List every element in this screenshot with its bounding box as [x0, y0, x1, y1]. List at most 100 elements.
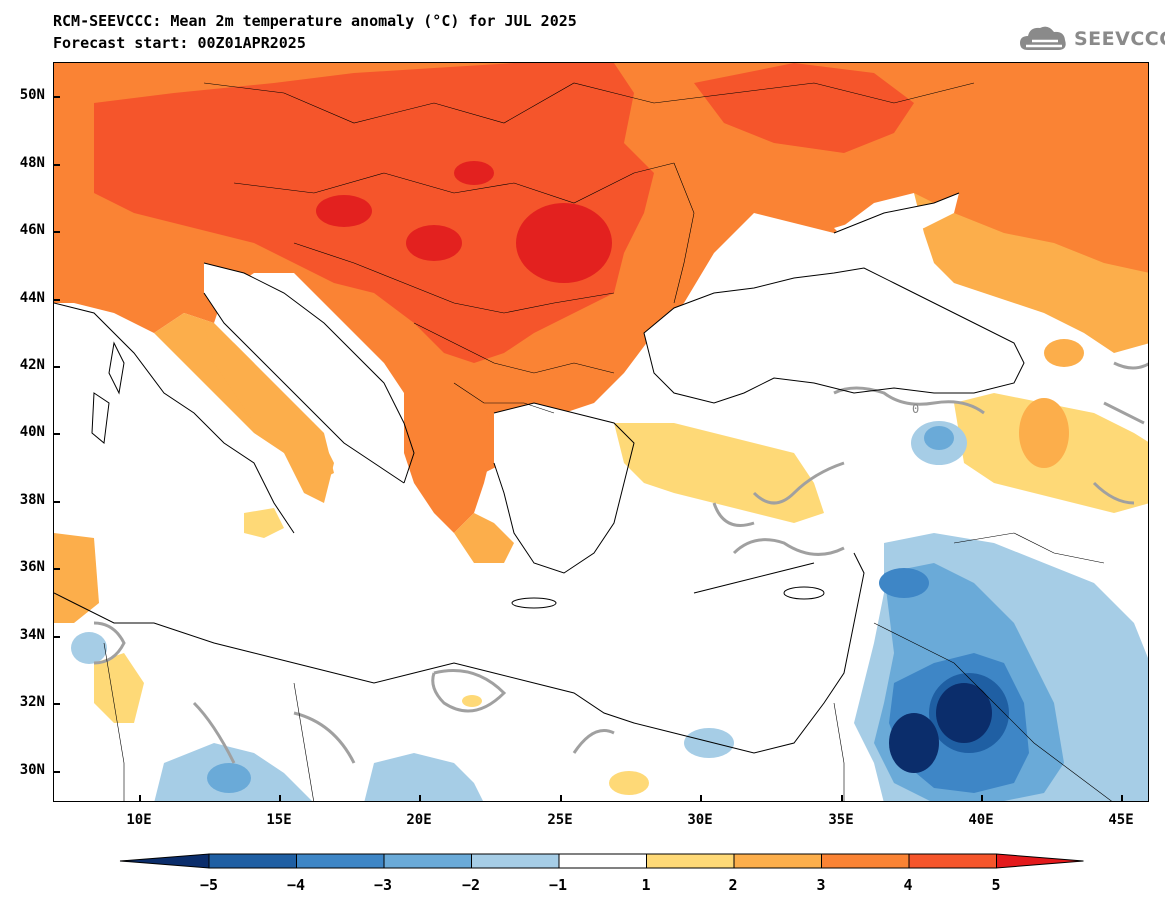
sea-of-azov: [834, 193, 959, 248]
lon-tick: [841, 795, 843, 802]
hotspot-serbia: [406, 225, 462, 261]
lat-label-34n: 34N: [19, 627, 45, 643]
adriatic-sea: [204, 263, 414, 483]
lat-tick: [53, 703, 60, 705]
colorbar-label-4: 4: [903, 876, 913, 894]
anomaly-map: 0: [53, 62, 1149, 802]
colorbar-label-minus3: −3: [373, 876, 393, 894]
hotspot-slovakia: [454, 161, 494, 185]
black-sea: [644, 268, 1024, 403]
lon-label-30e: 30E: [687, 812, 713, 828]
warm-area-level4: [94, 63, 654, 363]
lon-label-20e: 20E: [406, 812, 432, 828]
warm-greece-edge: [454, 513, 514, 563]
cool-libya-east: [364, 753, 483, 801]
borders: [103, 82, 1112, 801]
colorbar-arrow-low: [119, 853, 210, 869]
lat-label-42n: 42N: [19, 357, 45, 373]
colorbar-segment: [558, 853, 647, 869]
cool-turkey-center-core: [924, 426, 954, 450]
lat-label-36n: 36N: [19, 559, 45, 575]
colorbar-label-minus5: −5: [199, 876, 219, 894]
warm-sicily: [244, 508, 284, 538]
cool-egypt: [684, 728, 734, 758]
colorbar-segment: [908, 853, 997, 869]
zero-contours: [93, 361, 1148, 764]
lon-label-15e: 15E: [266, 812, 292, 828]
lat-label-32n: 32N: [19, 694, 45, 710]
colorbar-label-minus2: −2: [461, 876, 481, 894]
colorbar-label-5: 5: [991, 876, 1001, 894]
mediterranean-sea: [54, 493, 864, 753]
lat-tick: [53, 771, 60, 773]
contour-label-zero: 0: [912, 402, 919, 416]
lat-label-46n: 46N: [19, 222, 45, 238]
colorbar-label-minus4: −4: [286, 876, 306, 894]
lat-tick: [53, 636, 60, 638]
lon-tick: [279, 795, 281, 802]
lon-tick: [419, 795, 421, 802]
lat-label-40n: 40N: [19, 424, 45, 440]
colorbar-label-3: 3: [816, 876, 826, 894]
coastlines: [54, 192, 1025, 754]
warm-turkey-east-core: [1019, 398, 1069, 468]
cloud-icon: [1020, 26, 1066, 50]
lat-label-48n: 48N: [19, 155, 45, 171]
seevccc-logo: SEEVCCC: [1018, 22, 1165, 56]
lat-label-44n: 44N: [19, 290, 45, 306]
warm-caucasus: [1044, 339, 1084, 367]
logo-text: SEEVCCC: [1074, 28, 1165, 50]
lon-tick: [981, 795, 983, 802]
lon-tick: [139, 795, 141, 802]
colorbar-segment: [471, 853, 560, 869]
lat-label-38n: 38N: [19, 492, 45, 508]
warm-turkey-west: [614, 423, 824, 523]
colorbar-label-minus1: −1: [548, 876, 568, 894]
cool-syria: [879, 568, 929, 598]
lat-tick: [53, 433, 60, 435]
warm-algeria: [94, 653, 144, 723]
lat-tick: [53, 568, 60, 570]
lon-tick: [1121, 795, 1123, 802]
colorbar: [119, 853, 1084, 869]
cool-libya-core: [207, 763, 251, 793]
lat-tick: [53, 164, 60, 166]
map-title: RCM-SEEVCCC: Mean 2m temperature anomaly…: [53, 12, 577, 30]
warm-egypt-south: [609, 771, 649, 795]
lat-tick: [53, 96, 60, 98]
forecast-start: Forecast start: 00Z01APR2025: [53, 34, 306, 52]
colorbar-segment: [383, 853, 472, 869]
lat-tick: [53, 501, 60, 503]
aegean-sea: [494, 403, 634, 573]
lat-tick: [53, 299, 60, 301]
lat-label-50n: 50N: [19, 87, 45, 103]
cool-algeria: [71, 632, 107, 664]
warm-cyrenaica: [462, 695, 482, 707]
warm-tunisia: [54, 533, 99, 623]
tyrrhenian-sea: [54, 303, 294, 553]
colorbar-label-1: 1: [641, 876, 651, 894]
lon-label-10e: 10E: [126, 812, 152, 828]
hotspot-romania: [516, 203, 612, 283]
colorbar-arrow-high: [996, 853, 1084, 869]
lon-label-40e: 40E: [968, 812, 994, 828]
lon-label-35e: 35E: [828, 812, 854, 828]
warm-area-east-level2: [914, 193, 1148, 353]
colorbar-segment: [646, 853, 735, 869]
cool-core-iraq-deep: [889, 713, 939, 773]
colorbar-segment: [296, 853, 385, 869]
colorbar-segment: [821, 853, 910, 869]
colorbar-segment: [208, 853, 297, 869]
warm-italy: [204, 323, 334, 483]
lon-tick: [700, 795, 702, 802]
colorbar-label-2: 2: [728, 876, 738, 894]
lat-tick: [53, 366, 60, 368]
lon-label-25e: 25E: [547, 812, 573, 828]
warm-greece: [404, 383, 494, 533]
cool-core-jordan-deep: [936, 683, 992, 743]
lon-label-45e: 45E: [1108, 812, 1134, 828]
lat-label-30n: 30N: [19, 762, 45, 778]
colorbar-segment: [733, 853, 822, 869]
lon-tick: [560, 795, 562, 802]
map-canvas: 0: [54, 63, 1148, 801]
